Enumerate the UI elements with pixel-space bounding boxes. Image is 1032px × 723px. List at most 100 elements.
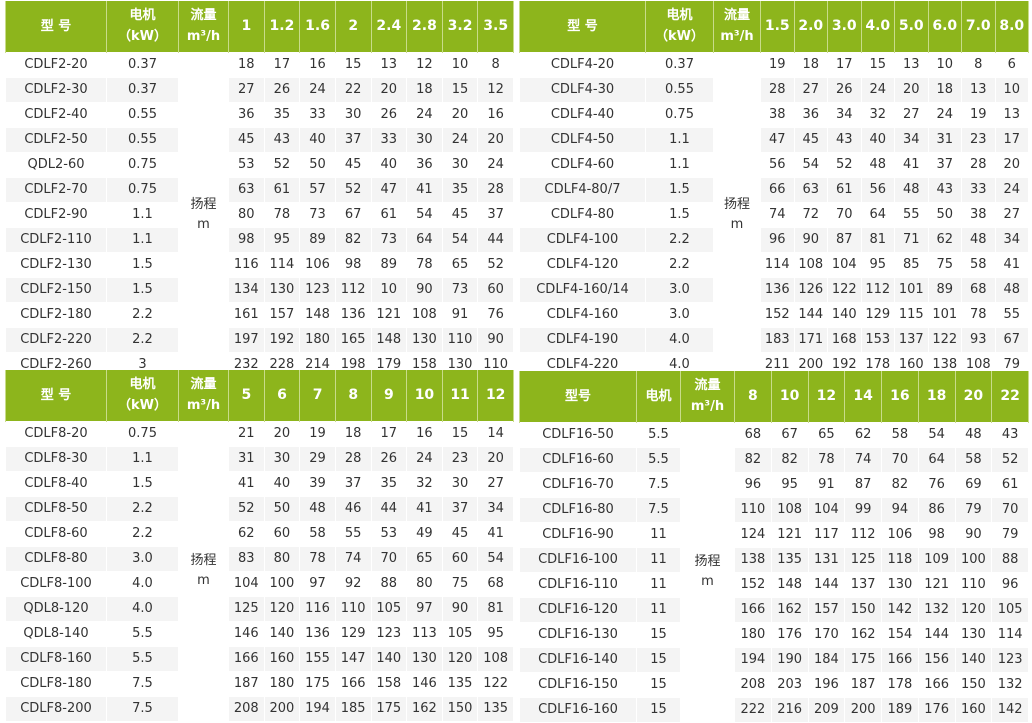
head-value-cell: 18 — [927, 76, 962, 103]
head-value-cell: 136 — [760, 276, 795, 303]
model-cell: CDLF4-20 — [519, 51, 646, 78]
head-value-cell: 43 — [263, 126, 301, 153]
model-cell: CDLF16-120 — [519, 596, 637, 623]
header-flow-value: 12 — [807, 371, 846, 422]
model-cell: CDLF4-40 — [519, 101, 646, 128]
head-value-cell: 17 — [827, 51, 862, 78]
model-cell: CDLF8-40 — [5, 470, 107, 497]
head-value-cell: 20 — [441, 101, 479, 128]
head-value-cell: 180 — [299, 326, 336, 353]
head-value-cell: 194 — [299, 695, 336, 722]
model-cell: CDLF4-50 — [519, 126, 646, 153]
motor-kw-cell: 7.5 — [636, 496, 681, 523]
head-value-cell: 68 — [477, 570, 514, 597]
header-flow-value: 4.0 — [860, 1, 895, 52]
header-flow-value: 10 — [406, 370, 443, 421]
head-value-cell: 21 — [228, 420, 265, 447]
head-value-cell: 83 — [228, 545, 265, 572]
head-value-cell: 34 — [827, 101, 862, 128]
header-model: 型 号 — [5, 370, 107, 421]
head-value-cell: 194 — [734, 646, 772, 673]
motor-kw-cell: 1.1 — [645, 126, 714, 153]
head-value-cell: 140 — [827, 301, 862, 328]
header-flow-value: 2.0 — [793, 1, 828, 52]
model-cell: CDLF16-80 — [519, 496, 637, 523]
head-value-cell: 31 — [228, 445, 265, 472]
head-value-cell: 24 — [477, 151, 514, 178]
head-value-cell: 26 — [827, 76, 862, 103]
head-value-cell: 41 — [228, 470, 265, 497]
motor-kw-cell: 0.37 — [106, 76, 179, 103]
model-cell: CDLF16-100 — [519, 546, 637, 573]
header-flow-value: 3.0 — [827, 1, 862, 52]
head-value-cell: 20 — [477, 445, 514, 472]
head-value-cell: 34 — [894, 126, 929, 153]
head-value-cell: 26 — [370, 101, 408, 128]
head-value-cell: 30 — [406, 126, 443, 153]
header-flow-value: 9 — [370, 370, 408, 421]
table-row: CDLF2-130 1.5 116 114 106 98 89 78 65 52 — [5, 251, 514, 278]
head-value-cell: 162 — [406, 695, 443, 722]
head-value-cell: 108 — [770, 496, 809, 523]
motor-kw-cell: 1.1 — [106, 201, 179, 228]
motor-kw-cell: 5.5 — [636, 421, 681, 448]
head-value-cell: 52 — [334, 176, 372, 203]
head-value-cell: 76 — [477, 301, 514, 328]
motor-kw-cell: 11 — [636, 521, 681, 548]
head-value-cell: 175 — [370, 695, 408, 722]
motor-kw-cell: 11 — [636, 571, 681, 598]
head-value-cell: 26 — [370, 445, 408, 472]
motor-kw-cell: 1.1 — [645, 151, 714, 178]
head-value-cell: 124 — [734, 521, 772, 548]
head-value-cell: 64 — [860, 201, 895, 228]
head-value-cell: 144 — [807, 571, 846, 598]
model-cell: CDLF4-120 — [519, 251, 646, 278]
motor-kw-cell: 7.5 — [106, 695, 179, 722]
head-value-cell: 73 — [441, 276, 479, 303]
head-value-cell: 20 — [370, 76, 408, 103]
head-value-cell: 142 — [881, 596, 919, 623]
header-flow-value: 1.2 — [263, 1, 301, 52]
header-flow-value: 8 — [734, 371, 772, 422]
head-value-cell: 105 — [991, 596, 1029, 623]
head-value-cell: 67 — [770, 421, 809, 448]
table-row: CDLF4-40 0.75 38 36 34 32 27 24 19 13 — [519, 101, 1029, 128]
table-row: CDLF4-30 0.55 28 27 26 24 20 18 13 10 — [519, 76, 1029, 103]
head-value-cell: 34 — [994, 226, 1029, 253]
head-value-cell: 70 — [370, 545, 408, 572]
head-value-cell: 48 — [961, 226, 996, 253]
head-value-cell: 95 — [770, 471, 809, 498]
head-value-cell: 47 — [760, 126, 795, 153]
header-flow-value: 8.0 — [994, 1, 1029, 52]
head-value-cell: 100 — [263, 570, 301, 597]
head-value-cell: 93 — [961, 326, 996, 353]
head-value-cell: 82 — [881, 471, 919, 498]
head-value-cell: 18 — [793, 51, 828, 78]
table-row: CDLF2-150 1.5 134 130 123 112 10 90 73 60 — [5, 276, 514, 303]
motor-kw-cell: 5.5 — [106, 645, 179, 672]
head-value-cell: 96 — [734, 471, 772, 498]
model-cell: CDLF4-160/14 — [519, 276, 646, 303]
head-value-cell: 168 — [827, 326, 862, 353]
header-motor: 电机 （kW） — [106, 1, 179, 52]
motor-kw-cell: 2.2 — [106, 301, 179, 328]
head-value-cell: 20 — [894, 76, 929, 103]
head-value-cell: 10 — [441, 51, 479, 78]
table-row: CDLF8-30 1.1 31 30 29 28 26 24 23 20 — [5, 445, 514, 472]
head-value-cell: 97 — [299, 570, 336, 597]
header-flow-value: 8 — [334, 370, 372, 421]
model-cell: CDLF2-20 — [5, 51, 107, 78]
table-row: CDLF8-200 7.5 208 200 194 185 175 162 150 135 — [5, 695, 514, 722]
head-value-cell: 189 — [881, 696, 919, 723]
motor-kw-cell: 0.37 — [645, 51, 714, 78]
head-value-cell: 121 — [370, 301, 408, 328]
head-value-cell: 13 — [994, 101, 1029, 128]
head-value-cell: 56 — [760, 151, 795, 178]
table-row: CDLF16-110 11 152 148 144 137 130 121 110 96 — [519, 571, 1029, 598]
header-flow-unit: m³/h — [186, 29, 221, 45]
head-value-cell: 64 — [917, 446, 956, 473]
head-value-cell: 52 — [263, 151, 301, 178]
head-value-cell: 29 — [299, 445, 336, 472]
head-value-cell: 70 — [991, 496, 1029, 523]
head-value-cell: 55 — [994, 301, 1029, 328]
